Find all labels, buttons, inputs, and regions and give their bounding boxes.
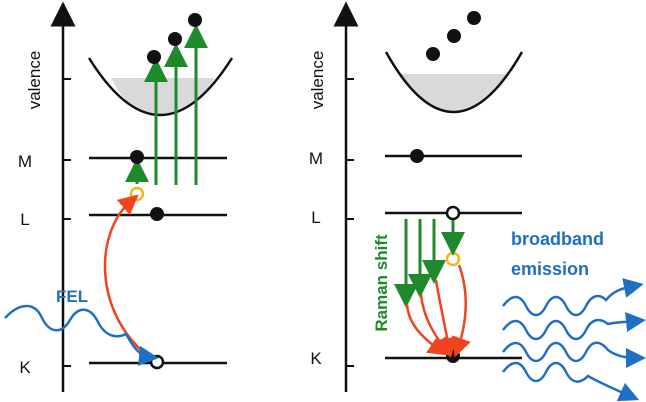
right-l-label: L <box>311 208 320 227</box>
left-m-label: M <box>18 152 32 171</box>
right-valence-label: valence <box>308 51 327 110</box>
right-valence-electron-2 <box>447 29 461 43</box>
left-intermediate-hole <box>129 186 145 202</box>
left-valence-electron-1 <box>147 50 161 64</box>
right-red-arrow-4 <box>451 264 471 358</box>
right-panel: valence M L K Raman shift broadband <box>308 1 646 402</box>
left-valence-band-curve <box>87 57 234 117</box>
left-valence-band-fill <box>111 78 215 116</box>
right-k-electron <box>446 349 460 363</box>
left-valence-electron-3 <box>188 13 202 27</box>
left-valence-label: valence <box>25 51 44 110</box>
raman-shift-label: Raman shift <box>372 234 391 332</box>
left-l-electron <box>150 207 164 221</box>
right-valence-band-curve <box>384 51 524 114</box>
right-m-label: M <box>309 149 323 168</box>
emission-wave-2 <box>502 312 646 341</box>
fel-pulse-wave <box>4 304 159 366</box>
fel-label: FEL <box>56 287 88 306</box>
left-valence-electron-2 <box>168 32 182 46</box>
emission-wave-3 <box>502 341 646 368</box>
emission-wave-1 <box>502 278 644 317</box>
left-m-electron <box>130 150 144 164</box>
emission-wave-4 <box>502 361 640 402</box>
left-panel: valence M L K FEL <box>4 1 234 392</box>
left-k-label: K <box>19 358 31 377</box>
right-red-arrow-3 <box>434 279 458 358</box>
left-l-label: L <box>20 210 29 229</box>
right-valence-electron-3 <box>467 11 481 25</box>
broadband-label-line1: broadband <box>511 229 604 249</box>
right-l-hole <box>445 205 461 221</box>
broadband-label-line2: emission <box>511 259 589 279</box>
right-intermediate-hole <box>445 251 461 267</box>
right-valence-electron-1 <box>426 47 440 61</box>
left-k-hole <box>149 354 165 370</box>
right-m-electron <box>410 149 424 163</box>
right-k-label: K <box>310 349 322 368</box>
left-red-transition-arrow <box>103 194 151 359</box>
right-red-arrow-2 <box>419 293 451 358</box>
